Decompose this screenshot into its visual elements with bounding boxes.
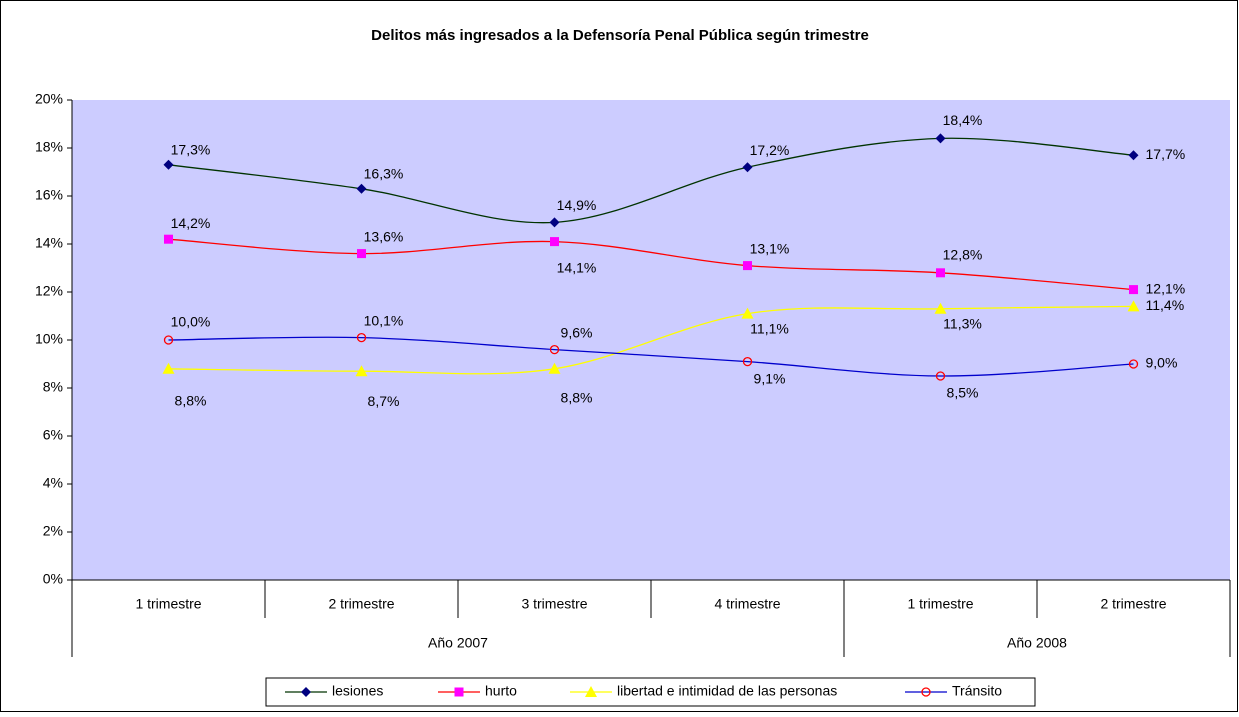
legend-marker: [921, 687, 931, 697]
data-point: [936, 268, 945, 278]
data-label: 13,1%: [750, 240, 790, 256]
data-point: [357, 249, 366, 259]
data-point: [1127, 300, 1140, 312]
data-point: [164, 234, 173, 244]
data-point: [163, 159, 174, 170]
data-label: 17,3%: [171, 142, 211, 158]
x-tick-label: 1 trimestre: [907, 596, 973, 612]
chart-title: Delitos más ingresados a la Defensoría P…: [371, 27, 869, 44]
data-point: [356, 332, 367, 343]
data-point: [162, 362, 175, 374]
data-label: 8,7%: [368, 393, 400, 409]
data-point: [741, 307, 754, 319]
x-tick-label: 3 trimestre: [521, 596, 587, 612]
x-tick-label: 2 trimestre: [1100, 596, 1166, 612]
x-tick-label: 4 trimestre: [714, 596, 780, 612]
legend-label: libertad e intimidad de las personas: [617, 683, 837, 699]
data-point: [355, 365, 368, 377]
data-point: [163, 335, 174, 345]
legend-label: lesiones: [332, 683, 383, 699]
data-label: 14,2%: [171, 215, 211, 231]
data-point: [549, 344, 560, 355]
data-label: 17,2%: [750, 142, 790, 158]
legend-label: hurto: [485, 683, 517, 699]
category-group-label: Año 2008: [1007, 635, 1067, 651]
data-point: [934, 302, 947, 314]
y-tick-label: 18%: [35, 139, 63, 155]
data-label: 16,3%: [364, 166, 404, 182]
data-label: 13,6%: [364, 228, 404, 244]
y-tick-label: 16%: [35, 187, 63, 203]
y-tick-label: 8%: [43, 379, 63, 395]
series-line: [168, 238, 1134, 291]
data-label: 9,6%: [561, 324, 593, 340]
data-label: 8,8%: [175, 393, 207, 409]
data-label: 9,1%: [754, 370, 786, 386]
y-tick-label: 14%: [35, 235, 63, 251]
legend-label: Tránsito: [952, 683, 1002, 699]
y-tick-label: 2%: [43, 523, 63, 539]
legend-marker: [585, 686, 597, 697]
data-label: 10,1%: [364, 312, 404, 328]
data-point: [935, 371, 946, 381]
data-label: 11,4%: [1146, 297, 1185, 313]
x-tick-label: 2 trimestre: [328, 596, 394, 612]
data-label: 12,1%: [1146, 280, 1186, 296]
y-tick-label: 0%: [43, 571, 63, 587]
y-tick-label: 4%: [43, 475, 63, 491]
y-tick-label: 20%: [35, 91, 63, 107]
data-point: [1128, 359, 1139, 369]
data-point: [356, 183, 367, 194]
y-tick-label: 10%: [35, 331, 63, 347]
category-group-label: Año 2007: [428, 635, 488, 651]
legend-marker: [301, 687, 311, 697]
data-label: 10,0%: [171, 314, 211, 330]
data-label: 8,8%: [561, 390, 593, 406]
data-point: [935, 133, 946, 144]
data-label: 14,9%: [557, 197, 597, 213]
data-point: [743, 261, 752, 271]
data-point: [549, 217, 560, 228]
data-point: [1128, 150, 1139, 161]
data-label: 12,8%: [943, 247, 983, 263]
series-line: [168, 137, 1134, 224]
data-label: 17,7%: [1146, 146, 1186, 162]
plot-area: [72, 100, 1230, 580]
data-label: 8,5%: [947, 385, 979, 401]
legend-marker: [454, 687, 464, 697]
series-line: [168, 336, 1134, 377]
series-line: [168, 305, 1134, 375]
data-point: [742, 356, 753, 367]
data-label: 9,0%: [1146, 355, 1178, 371]
data-label: 18,4%: [943, 112, 983, 128]
data-point: [742, 162, 753, 173]
y-tick-label: 6%: [43, 427, 63, 443]
data-point: [550, 237, 559, 247]
x-tick-label: 1 trimestre: [135, 596, 201, 612]
data-point: [1129, 285, 1138, 295]
y-tick-label: 12%: [35, 283, 63, 299]
data-label: 11,1%: [750, 320, 789, 336]
data-point: [548, 362, 561, 374]
data-label: 14,1%: [557, 259, 597, 275]
data-label: 11,3%: [943, 316, 982, 332]
